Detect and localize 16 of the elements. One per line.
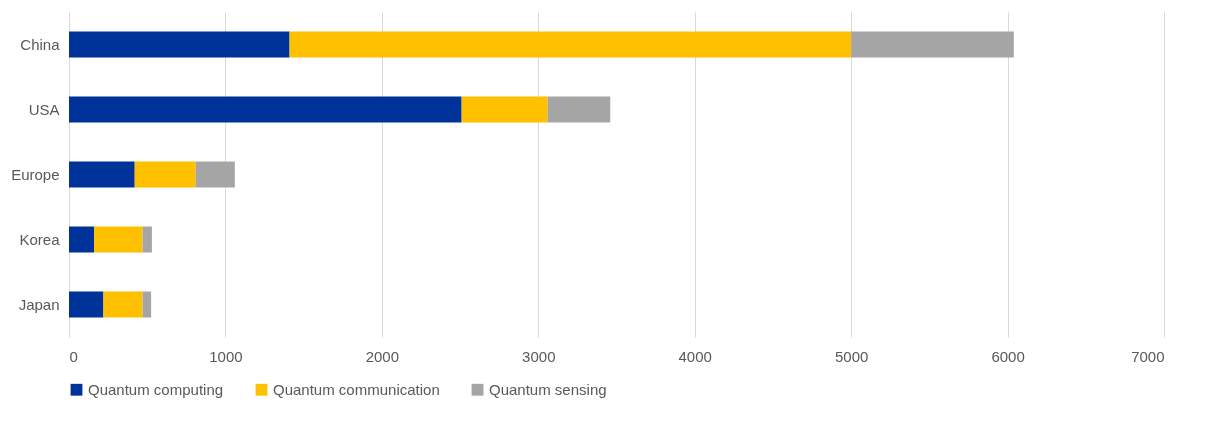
y-tick-label: Korea [19,230,61,248]
x-tick-label: 7000 [1131,347,1165,365]
legend-label: Quantum communication [273,380,440,398]
y-tick-label: Europe [11,165,60,183]
x-tick-label: 1000 [209,347,243,365]
y-tick-label: USA [28,100,60,118]
x-tick-label: 6000 [991,347,1025,365]
legend-label: Quantum sensing [489,380,607,398]
x-tick-label: 5000 [834,347,869,365]
x-tick-label: 0 [69,347,78,365]
x-tick-label: 4000 [678,347,712,365]
x-tick-label: 2000 [365,347,400,365]
x-tick-label: 3000 [522,347,556,365]
y-tick-label: Japan [18,295,60,313]
y-tick-label: China [20,35,61,53]
legend-label: Quantum computing [88,380,224,398]
